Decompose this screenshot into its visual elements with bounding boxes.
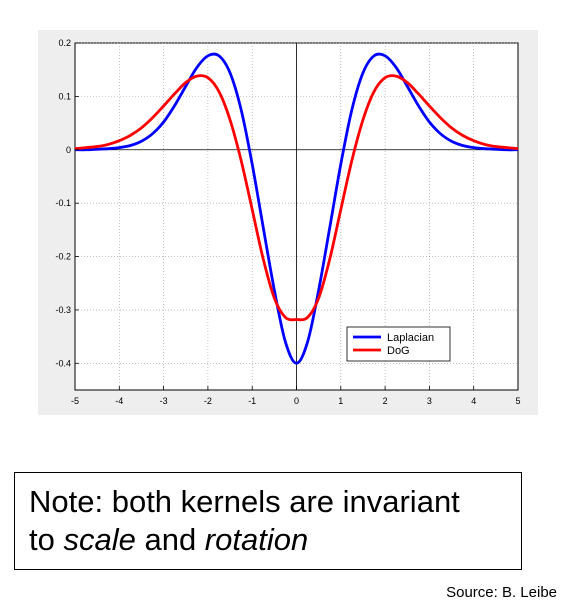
line-chart: -5 -4 -3 -2 -1 0 1 2 3 4 50.20.10-0.1-0.2-0.3-0.4 … [55, 38, 520, 406]
legend-label: Laplacian [387, 332, 434, 344]
y-tick-label: -0.4 [55, 358, 71, 368]
note-line-2-mid: and [135, 522, 205, 557]
y-tick-label: -0.2 [55, 252, 71, 262]
x-tick-label: -1 [248, 396, 256, 406]
series-line-laplacian [74, 52, 519, 365]
y-tick-label: 0 [66, 145, 71, 155]
note-emphasis-rotation: rotation [204, 522, 309, 557]
x-tick-label: -2 [204, 396, 212, 406]
x-tick-label: -5 [71, 396, 79, 406]
note-box: Note: both kernels are invariant to scal… [14, 472, 522, 570]
y-tick-label: 0.2 [58, 38, 71, 48]
note-line-1: Note: both kernels are invariant [29, 484, 460, 519]
x-tick-label: -3 [160, 396, 168, 406]
series-line-dog [74, 74, 519, 322]
chart-figure: -5 -4 -3 -2 -1 0 1 2 3 4 5 0.2 0.1 0 -0.1 -0.2 -0.3 -0.4 … [38, 30, 538, 415]
y-tick-label: -0.3 [55, 305, 71, 315]
x-tick-label: 2 [383, 396, 388, 406]
x-tick-label: 3 [427, 396, 432, 406]
y-tick-label: 0.1 [58, 91, 71, 101]
y-tick-label: -0.1 [55, 198, 71, 208]
note-line-2: to scale and rotation [29, 521, 507, 559]
note-line-2-prefix: to [29, 522, 64, 557]
x-tick-label: 0 [294, 396, 299, 406]
legend-label: DoG [387, 345, 410, 357]
legend-box [346, 326, 451, 362]
x-tick-label: -4 [115, 396, 123, 406]
x-tick-label: 5 [515, 396, 520, 406]
x-tick-label: 4 [471, 396, 476, 406]
source-credit: Source: B. Leibe [446, 584, 557, 601]
x-tick-label: 1 [338, 396, 343, 406]
note-emphasis-scale: scale [63, 522, 136, 557]
